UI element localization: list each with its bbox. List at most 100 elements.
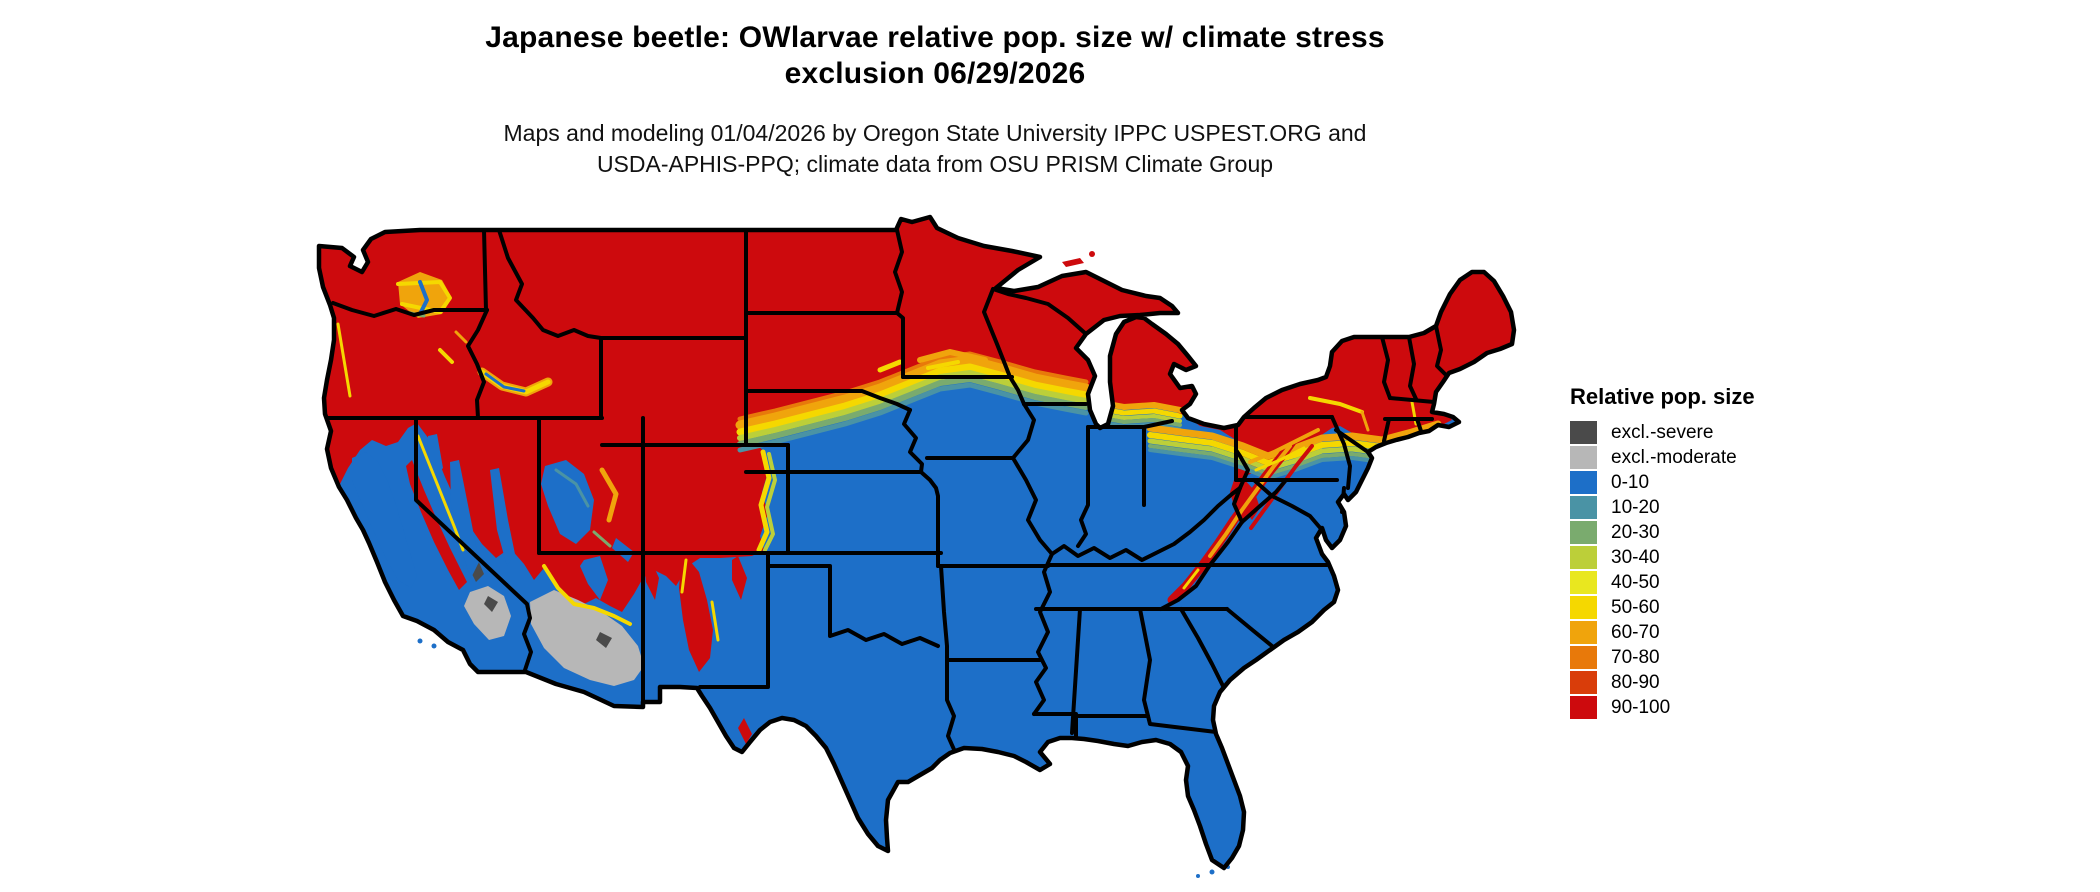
state-border	[1407, 335, 1418, 401]
map-subtitle-line1: Maps and modeling 01/04/2026 by Oregon S…	[503, 120, 1367, 146]
map-subtitle-line2: USDA-APHIS-PPQ; climate data from OSU PR…	[596, 151, 1274, 177]
state-border	[919, 470, 940, 568]
transition-band	[917, 349, 988, 363]
legend-swatch	[1570, 621, 1597, 644]
state-border	[1415, 417, 1423, 433]
state-border	[482, 228, 488, 312]
transition-band	[416, 434, 465, 552]
legend-swatch	[1570, 646, 1597, 669]
island	[1062, 258, 1084, 267]
map-patch	[484, 596, 498, 612]
legend-item-90-100: 90-100	[1570, 695, 1755, 720]
transition-band	[1182, 568, 1200, 590]
legend-swatch	[1570, 421, 1597, 444]
state-border	[1208, 520, 1244, 567]
legend-item-30-40: 30-40	[1570, 545, 1755, 570]
legend-label: 80-90	[1611, 671, 1660, 693]
legend-label: 20-30	[1611, 521, 1660, 543]
transition-band	[599, 467, 619, 523]
legend-item-0-10: 0-10	[1570, 470, 1755, 495]
state-border	[1382, 417, 1391, 443]
legend-swatch	[1570, 446, 1597, 469]
state-border	[902, 408, 924, 474]
legend-label: 60-70	[1611, 621, 1660, 643]
state-border	[1159, 563, 1212, 611]
legend-item-40-50: 40-50	[1570, 570, 1755, 595]
map-patch	[679, 556, 713, 672]
legend-label: 0-10	[1611, 471, 1650, 493]
legend-item-excl.-moderate: excl.-moderate	[1570, 445, 1755, 470]
transition-band	[737, 351, 1089, 422]
state-border	[1225, 607, 1274, 648]
us-outline	[316, 214, 1517, 871]
transition-band	[1146, 420, 1442, 460]
legend-label: excl.-severe	[1611, 421, 1714, 443]
transition-band	[592, 530, 612, 548]
state-border	[497, 228, 603, 340]
transition-band	[484, 372, 526, 393]
state-border	[1240, 478, 1288, 524]
map-patch	[738, 718, 752, 744]
transition-band	[1248, 428, 1320, 464]
transition-band	[735, 355, 1091, 430]
legend-item-80-90: 80-90	[1570, 670, 1755, 695]
legend-swatch	[1570, 521, 1597, 544]
legend-swatch	[1570, 471, 1597, 494]
map-patch	[541, 460, 594, 544]
state-border	[991, 287, 1088, 336]
map-patch	[427, 434, 443, 476]
map-raster-layers	[319, 217, 1514, 868]
map-patch	[450, 460, 479, 578]
legend-title: Relative pop. size	[1570, 384, 1755, 409]
island-dot	[1196, 874, 1200, 878]
state-border	[1334, 428, 1370, 454]
state-border	[1032, 552, 1054, 716]
map-title-line1: Japanese beetle: OWlarvae relative pop. …	[485, 21, 1385, 54]
map-subtitle: Maps and modeling 01/04/2026 by Oregon S…	[0, 118, 1870, 180]
transition-band	[710, 600, 720, 642]
state-border	[1011, 456, 1054, 556]
legend-label: 10-20	[1611, 496, 1660, 518]
state-border	[1179, 607, 1226, 690]
legend-swatch	[1570, 696, 1597, 719]
state-border	[1074, 714, 1218, 734]
transition-band	[1254, 446, 1306, 472]
transition-band	[680, 558, 688, 594]
legend-swatch	[1570, 571, 1597, 594]
legend-rows: excl.-severe excl.-moderate 0-10 10-20 20-30…	[1570, 420, 1755, 720]
map-patch	[612, 538, 634, 562]
legend-swatch	[1570, 596, 1597, 619]
legend-swatch	[1570, 671, 1597, 694]
state-border	[331, 301, 489, 318]
transition-band	[756, 449, 772, 553]
island-dot	[1089, 251, 1095, 257]
legend-item-10-20: 10-20	[1570, 495, 1755, 520]
transition-band	[454, 330, 468, 344]
state-border	[1388, 396, 1436, 404]
legend-label: 40-50	[1611, 571, 1660, 593]
legend-label: 70-80	[1611, 646, 1660, 668]
transition-band	[396, 280, 452, 314]
transition-band	[438, 348, 454, 364]
island-dot	[1209, 869, 1215, 875]
map-title: Japanese beetle: OWlarvae relative pop. …	[0, 20, 1870, 92]
transition-band	[542, 564, 632, 626]
legend-swatch	[1570, 496, 1597, 519]
state-border	[1434, 324, 1447, 376]
transition-band	[336, 322, 352, 398]
legend-item-excl.-severe: excl.-severe	[1570, 420, 1755, 445]
state-border	[1011, 402, 1036, 460]
transition-band	[1360, 410, 1370, 432]
map-patch	[530, 590, 644, 686]
state-border	[466, 308, 489, 420]
map-patch	[406, 460, 467, 590]
island-dot	[431, 643, 437, 649]
legend-swatch	[1570, 546, 1597, 569]
state-border	[414, 416, 533, 672]
transition-band	[737, 370, 1089, 441]
legend-item-20-30: 20-30	[1570, 520, 1755, 545]
map-patch	[596, 632, 612, 648]
